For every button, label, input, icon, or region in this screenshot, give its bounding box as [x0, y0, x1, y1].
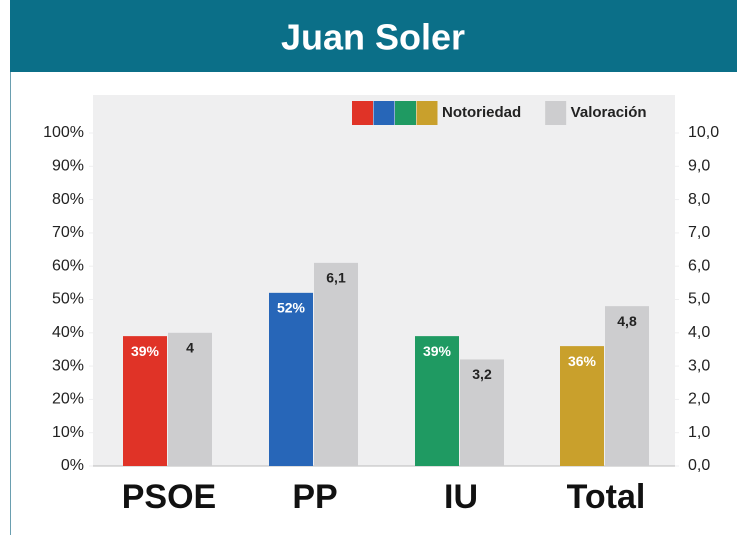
data-label: 3,2 — [472, 366, 492, 382]
bar — [168, 332, 212, 466]
data-label: 39% — [423, 343, 452, 359]
y2-tick-label: 4,0 — [688, 324, 710, 341]
bar — [415, 336, 459, 466]
data-label: 52% — [277, 300, 306, 316]
legend-swatch — [352, 101, 373, 125]
y2-tick-label: 7,0 — [688, 224, 710, 241]
data-label: 6,1 — [326, 270, 346, 286]
x-tick-label: PP — [292, 478, 337, 516]
y2-tick-label: 5,0 — [688, 291, 710, 308]
data-label: 36% — [568, 353, 597, 369]
y2-tick-label: 1,0 — [688, 424, 710, 441]
title-banner — [10, 0, 737, 72]
y-tick-label: 30% — [52, 357, 84, 374]
y-tick-label: 40% — [52, 324, 84, 341]
chart-title: Juan Soler — [281, 17, 465, 58]
data-label: 4,8 — [617, 313, 637, 329]
x-tick-label: PSOE — [122, 478, 216, 516]
x-tick-label: IU — [444, 478, 478, 516]
y-tick-label: 0% — [61, 457, 84, 474]
x-tick-label: Total — [567, 478, 646, 516]
bar — [460, 359, 504, 466]
y2-tick-label: 8,0 — [688, 191, 710, 208]
y-tick-label: 10% — [52, 424, 84, 441]
y-tick-label: 20% — [52, 391, 84, 408]
y-tick-label: 90% — [52, 158, 84, 175]
data-label: 4 — [186, 340, 194, 356]
legend-swatch — [373, 101, 395, 125]
y2-tick-label: 6,0 — [688, 257, 710, 274]
legend-label: Notoriedad — [442, 104, 521, 121]
y-tick-label: 80% — [52, 191, 84, 208]
bar — [605, 306, 649, 466]
legend-swatch — [416, 101, 438, 125]
y-tick-label: 50% — [52, 291, 84, 308]
y-tick-label: 70% — [52, 224, 84, 241]
y-tick-label: 60% — [52, 257, 84, 274]
legend-swatch — [395, 101, 416, 125]
y-tick-label: 100% — [43, 124, 84, 141]
legend-swatch — [545, 101, 567, 125]
y2-tick-label: 10,0 — [688, 124, 719, 141]
data-label: 39% — [131, 343, 160, 359]
legend-label: Valoración — [571, 104, 647, 121]
y2-tick-label: 9,0 — [688, 158, 710, 175]
y2-tick-label: 3,0 — [688, 357, 710, 374]
bar — [314, 262, 358, 466]
bar — [269, 292, 313, 466]
bar — [123, 336, 167, 466]
bar — [560, 346, 604, 466]
y2-tick-label: 0,0 — [688, 457, 710, 474]
y2-tick-label: 2,0 — [688, 391, 710, 408]
